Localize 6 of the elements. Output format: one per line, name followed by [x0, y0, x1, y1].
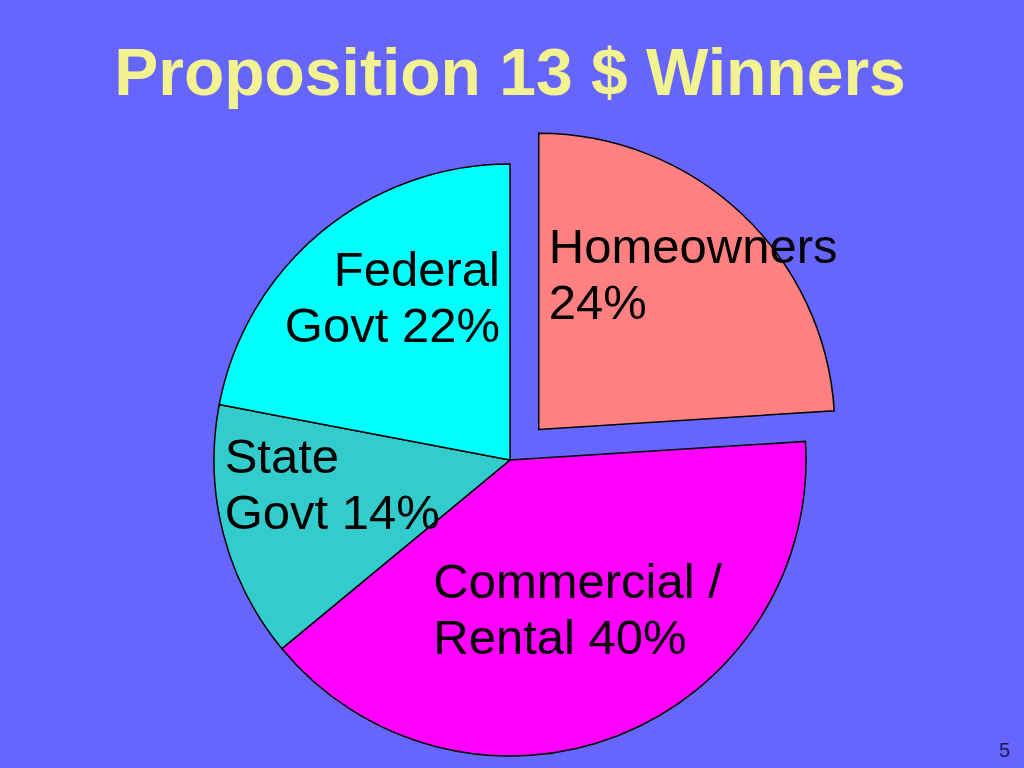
data-label: 24% [548, 275, 647, 330]
slice-label: State Govt 14% [224, 429, 440, 540]
slice-label: Federal Govt 22% [284, 242, 500, 353]
text: 5 [998, 738, 1010, 762]
slice-label: Commercial / Rental 40% [433, 554, 723, 665]
chart-title: Proposition 13 $ Winners [113, 34, 907, 111]
